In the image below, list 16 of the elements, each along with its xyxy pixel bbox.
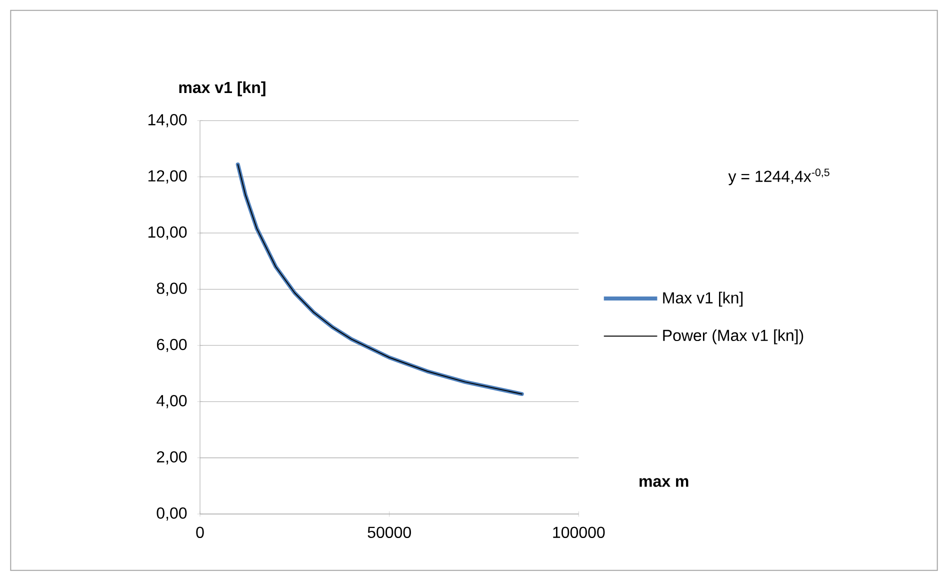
y-axis-title: max v1 [kn] xyxy=(179,81,266,96)
y-tick-label: 2,00 xyxy=(156,451,187,464)
x-tick-label: 0 xyxy=(196,526,204,538)
legend-label: Max v1 [kn] xyxy=(663,292,743,307)
y-tick-label: 6,00 xyxy=(156,338,187,352)
text: y = 1244,4x$^{-0,5}$ xyxy=(728,168,830,186)
x-axis-title: max m xyxy=(640,478,688,487)
legend-label: Power (Max v1 [kn]) xyxy=(663,329,804,344)
y-tick-label: 4,00 xyxy=(156,395,187,408)
y-tick-label: 8,00 xyxy=(156,282,187,296)
x-tick-label: 100000 xyxy=(553,526,605,538)
x-tick-label: 50000 xyxy=(368,526,411,538)
y-tick-label: 0,00 xyxy=(156,507,187,521)
y-tick-label: 10,00 xyxy=(148,226,187,240)
y-tick-label: 14,00 xyxy=(148,114,187,128)
y-tick-label: 12,00 xyxy=(148,170,187,184)
